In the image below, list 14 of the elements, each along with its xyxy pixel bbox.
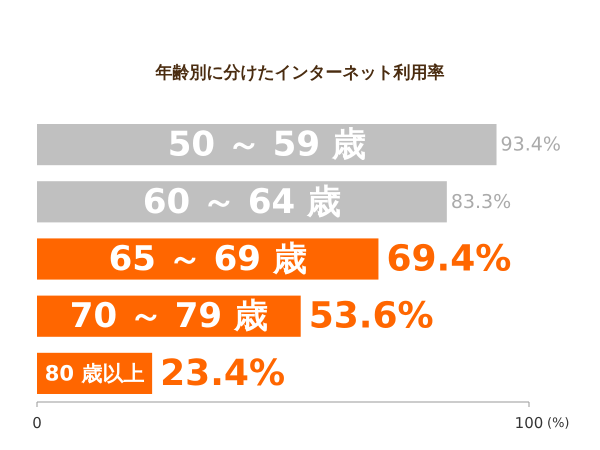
data-label: 53.6% <box>308 296 434 337</box>
y-tick-label: 70 ～ 79 歳 <box>70 296 268 336</box>
y-tick-label: 50 ～ 59 歳 <box>168 124 366 165</box>
data-label: 83.3% <box>450 190 512 213</box>
data-label: 93.4% <box>500 134 561 156</box>
data-label: 69.4% <box>386 238 512 280</box>
x-axis-title: (%) <box>547 416 570 431</box>
data-label: 23.4% <box>160 352 286 394</box>
y-tick-label: 65 ～ 69 歳 <box>108 239 307 279</box>
y-tick-label: 60 ～ 64 歳 <box>142 182 341 222</box>
y-tick-label: 80 歳以上 <box>44 361 144 386</box>
chart-title: 年齢別に分けたインターネット利用率 <box>154 63 444 83</box>
x-tick-label: 100 <box>514 414 544 432</box>
x-tick-label: 0 <box>32 414 42 432</box>
